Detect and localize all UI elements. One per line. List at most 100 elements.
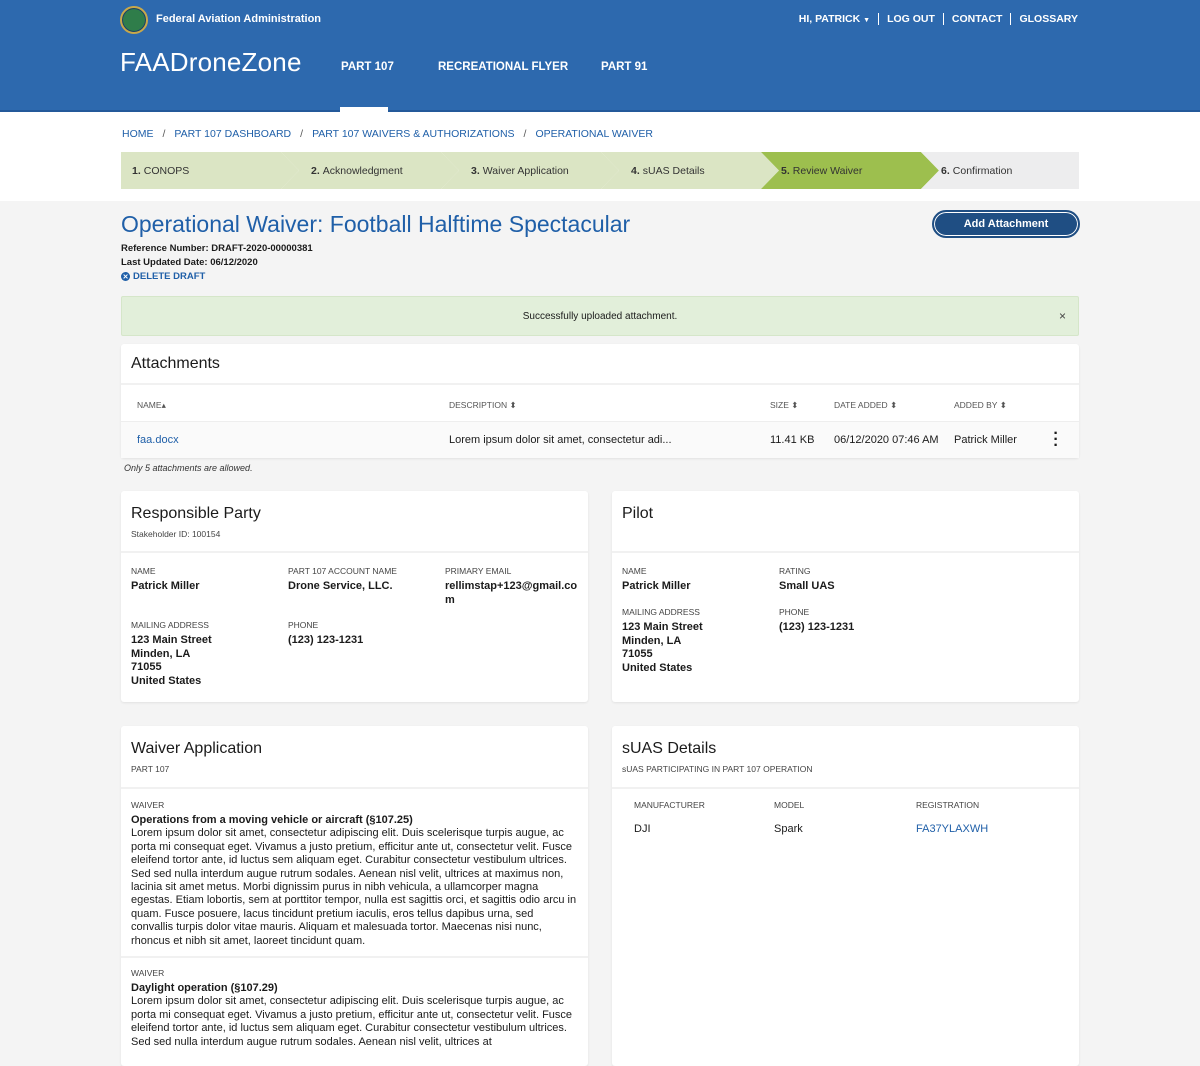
field-value: (123) 123-1231	[779, 621, 855, 633]
address-line: Minden, LA	[622, 634, 682, 647]
column-description[interactable]: DESCRIPTION ⬍	[449, 400, 517, 411]
logout-link[interactable]: LOG OUT	[887, 13, 935, 25]
field-label: NAME	[131, 566, 156, 576]
breadcrumb-dashboard[interactable]: PART 107 DASHBOARD	[174, 128, 292, 140]
field-label: WAIVER	[131, 968, 165, 979]
field-value: rellimstap+123@gmail.com	[445, 580, 578, 606]
sort-icon: ⬍	[791, 400, 799, 410]
step-label: Waiver Application	[482, 164, 569, 177]
step-number: 3.	[471, 164, 480, 177]
card-title: Pilot	[622, 505, 654, 522]
delete-draft-link[interactable]: ✕ DELETE DRAFT	[121, 271, 205, 282]
divider	[878, 13, 880, 25]
step-confirmation[interactable]: 6. Confirmation	[921, 152, 1079, 189]
step-label: Review Waiver	[792, 164, 863, 177]
glossary-link[interactable]: GLOSSARY	[1019, 13, 1078, 25]
nav-part-91[interactable]: PART 91	[601, 61, 648, 73]
column-date-added[interactable]: DATE ADDED ⬍	[834, 400, 897, 411]
breadcrumb-waivers[interactable]: PART 107 WAIVERS & AUTHORIZATIONS	[312, 128, 515, 140]
column-label: DATE ADDED	[834, 400, 888, 410]
card-title: Waiver Application	[131, 740, 263, 757]
agency-name[interactable]: Federal Aviation Administration	[156, 13, 322, 25]
waiver-item: WAIVER Daylight operation (§107.29) Lorem…	[121, 958, 588, 1059]
add-attachment-button[interactable]: Add Attachment	[932, 210, 1080, 238]
field-label: MAILING ADDRESS	[131, 620, 209, 630]
step-conops[interactable]: 1. CONOPS	[121, 152, 299, 189]
step-acknowledgment[interactable]: 2. Acknowledgment	[281, 152, 459, 189]
column-label: ADDED BY	[954, 400, 998, 410]
attachment-size: 11.41 KB	[770, 434, 815, 446]
step-suas-details[interactable]: 4. sUAS Details	[601, 152, 779, 189]
field-value: Small UAS	[779, 580, 835, 592]
faa-seal-logo[interactable]	[120, 6, 148, 34]
step-number: 5.	[781, 164, 790, 177]
close-icon[interactable]: ×	[1058, 309, 1066, 323]
step-number: 4.	[631, 164, 640, 177]
sort-icon: ⬍	[999, 400, 1007, 410]
column-model: MODEL	[774, 800, 805, 810]
sort-icon: ⬍	[890, 400, 898, 410]
step-waiver-application[interactable]: 3. Waiver Application	[441, 152, 619, 189]
more-options-icon[interactable]: · · ·	[1053, 425, 1059, 454]
column-label: NAME	[137, 400, 162, 410]
field-label: RATING	[779, 566, 811, 576]
attachments-card: Attachments	[121, 344, 1079, 458]
reference-number: Reference Number: DRAFT-2020-00000381	[121, 243, 313, 254]
column-added-by[interactable]: ADDED BY ⬍	[954, 400, 1007, 411]
column-name[interactable]: NAME▴	[137, 400, 166, 411]
step-label: sUAS Details	[642, 164, 705, 177]
suas-manufacturer: DJI	[634, 823, 651, 835]
card-title: sUAS Details	[622, 740, 717, 757]
field-label: PART 107 ACCOUNT NAME	[288, 566, 397, 576]
address-line: 123 Main Street	[622, 621, 703, 633]
address-line: United States	[131, 674, 202, 687]
column-manufacturer: MANUFACTURER	[634, 800, 705, 810]
card-subtitle: sUAS PARTICIPATING IN PART 107 OPERATION	[622, 764, 813, 774]
field-value: Drone Service, LLC.	[288, 580, 393, 592]
field-label: PHONE	[779, 607, 810, 617]
waiver-description: Lorem ipsum dolor sit amet, consectetur …	[131, 827, 577, 947]
alert-message: Successfully uploaded attachment.	[522, 310, 678, 322]
sort-icon: ⬍	[509, 400, 517, 410]
card-subtitle: PART 107	[131, 764, 170, 774]
step-label: Confirmation	[952, 164, 1013, 177]
page-title: Operational Waiver: Football Halftime Sp…	[121, 211, 631, 237]
suas-model: Spark	[774, 823, 803, 835]
waiver-title: Operations from a moving vehicle or airc…	[131, 814, 413, 826]
caret-down-icon: ▼	[863, 17, 871, 24]
attachment-description: Lorem ipsum dolor sit amet, consectetur …	[449, 434, 672, 446]
address-line: Minden, LA	[131, 647, 191, 660]
active-nav-indicator	[340, 107, 388, 112]
pilot-card: Pilot NAME Patrick Miller RATING Small UAS…	[612, 491, 1079, 702]
field-label: NAME	[622, 566, 647, 576]
brand-logo[interactable]: FAADroneZone	[120, 47, 302, 77]
attachments-title: Attachments	[121, 344, 1079, 385]
utility-nav: HI, PATRICK ▼ LOG OUT CONTACT GLOSSARY	[799, 13, 1078, 25]
suas-registration-link[interactable]: FA37YLAXWH	[916, 823, 989, 835]
user-menu[interactable]: HI, PATRICK ▼	[799, 13, 870, 25]
column-size[interactable]: SIZE ⬍	[770, 400, 798, 411]
field-label: MAILING ADDRESS	[622, 607, 700, 617]
attachment-file-link[interactable]: faa.docx	[137, 434, 179, 446]
close-circle-icon: ✕	[121, 272, 130, 281]
contact-link[interactable]: CONTACT	[951, 13, 1003, 25]
waiver-description: Lorem ipsum dolor sit amet, consectetur …	[131, 995, 573, 1048]
delete-draft-label: DELETE DRAFT	[133, 271, 206, 282]
card-title: Responsible Party	[131, 505, 261, 522]
breadcrumb-operational-waiver[interactable]: OPERATIONAL WAIVER	[535, 128, 653, 140]
address-line: 123 Main Street	[131, 634, 212, 646]
step-review-waiver[interactable]: 5. Review Waiver	[761, 152, 939, 189]
attachments-limit-note: Only 5 attachments are allowed.	[124, 463, 253, 473]
nav-recreational-flyer[interactable]: RECREATIONAL FLYER	[438, 61, 569, 73]
nav-part-107[interactable]: PART 107	[341, 61, 394, 73]
breadcrumb-home[interactable]: HOME	[122, 128, 154, 140]
address-line: 71055	[131, 661, 162, 673]
success-alert: Successfully uploaded attachment. ×	[121, 296, 1079, 336]
waiver-application-card: Waiver Application PART 107 WAIVER Operat…	[121, 726, 588, 1066]
table-row	[121, 421, 1079, 458]
waiver-title: Daylight operation (§107.29)	[131, 982, 278, 995]
attachment-added-by: Patrick Miller	[954, 434, 1017, 446]
step-number: 2.	[311, 164, 320, 177]
responsible-party-card: Responsible Party Stakeholder ID: 100154 …	[121, 491, 588, 702]
field-value: Patrick Miller	[131, 580, 200, 592]
